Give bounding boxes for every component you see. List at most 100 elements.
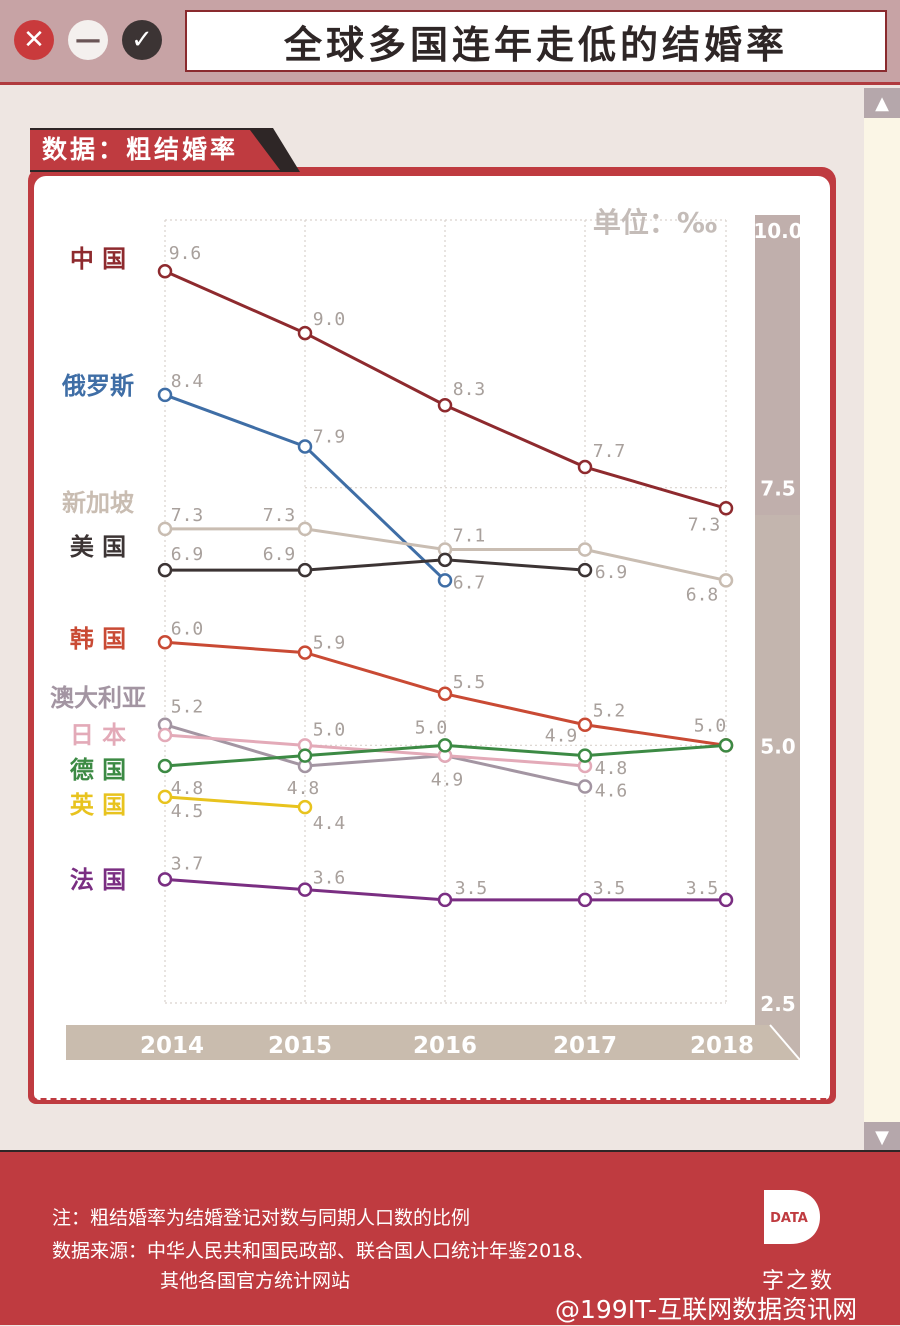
data-point <box>157 872 173 887</box>
data-label: 4.8 <box>595 758 628 779</box>
data-point <box>577 542 593 557</box>
data-point <box>297 562 313 578</box>
watermark: @199IT-互联网数据资讯网 <box>555 1295 858 1324</box>
data-point <box>577 562 593 578</box>
data-label: 3.6 <box>313 868 346 889</box>
x-tick-label: 2014 <box>140 1033 204 1059</box>
data-point <box>437 397 453 413</box>
data-label: 5.2 <box>593 701 626 722</box>
data-label: 4.9 <box>431 770 464 791</box>
data-point <box>718 738 734 753</box>
series-name-label: 法 国 <box>70 866 126 894</box>
data-label: 7.9 <box>313 426 346 447</box>
data-logo-icon: DATA <box>764 1190 820 1244</box>
check-icon[interactable]: ✓ <box>122 20 162 60</box>
x-axis-band <box>66 1025 800 1060</box>
footnote: 注：粗结婚率为结婚登记对数与同期人口数的比例 <box>52 1207 471 1229</box>
series-name-label: 新加坡 <box>62 489 134 517</box>
data-point <box>718 892 734 908</box>
data-label: 7.7 <box>593 441 626 462</box>
series-name-label: 澳大利亚 <box>50 684 146 712</box>
data-label: 5.0 <box>415 717 448 738</box>
data-point <box>718 573 734 588</box>
series-name-label: 日 本 <box>70 721 126 749</box>
logo-mark: DATA <box>770 1211 808 1226</box>
data-point <box>577 748 593 763</box>
data-label: 6.9 <box>171 544 204 565</box>
data-label: 7.3 <box>171 505 204 526</box>
data-label: 4.8 <box>287 778 320 799</box>
data-label: 6.7 <box>453 572 486 593</box>
series-line <box>164 795 306 809</box>
data-label: 5.0 <box>694 715 727 736</box>
line-chart: 10.0 7.5 5.0 2.5 2014 2015 2016 2017 2018 单位：‰ 9.6… <box>50 206 802 1061</box>
data-point <box>577 892 593 908</box>
data-label: 8.3 <box>453 379 486 400</box>
data-label: 6.8 <box>686 584 719 605</box>
data-point <box>157 521 173 537</box>
y-axis-band-shade <box>755 215 800 515</box>
data-label: 9.6 <box>169 243 202 264</box>
data-label: 6.9 <box>263 544 296 565</box>
series-line <box>165 558 586 572</box>
data-label: 4.5 <box>171 801 204 822</box>
series-line <box>164 723 586 789</box>
data-label: 6.0 <box>171 618 204 639</box>
scroll-down-icon[interactable]: ▼ <box>864 1122 900 1152</box>
axis-corner-line <box>769 1024 801 1061</box>
data-point <box>577 459 593 475</box>
data-point <box>157 727 173 743</box>
data-point <box>297 325 313 341</box>
x-tick-label: 2016 <box>413 1033 477 1059</box>
data-label: 7.3 <box>263 505 296 526</box>
data-point <box>297 882 313 897</box>
data-label: 3.7 <box>171 853 204 874</box>
series-name-label: 俄罗斯 <box>61 372 134 400</box>
data-point <box>157 387 173 403</box>
close-icon[interactable]: ✕ <box>14 20 54 60</box>
y-tick-label: 10.0 <box>753 219 802 243</box>
data-label: 8.4 <box>171 371 204 392</box>
data-point <box>297 748 313 763</box>
data-label: 7.3 <box>688 514 721 535</box>
data-point <box>437 892 453 908</box>
data-label: 5.2 <box>171 697 204 718</box>
page-title: 全球多国连年走低的结婚率 <box>185 10 887 72</box>
scroll-up-icon[interactable]: ▲ <box>864 88 900 118</box>
data-label: 4.4 <box>313 813 346 834</box>
x-tick-label: 2018 <box>690 1033 754 1059</box>
series-name-label: 韩 国 <box>70 625 126 653</box>
data-point <box>157 789 173 805</box>
logo-text: 字之数 <box>762 1269 835 1294</box>
data-point <box>437 552 453 568</box>
data-point <box>157 263 173 279</box>
data-point <box>577 779 593 794</box>
y-tick-label: 7.5 <box>760 477 795 501</box>
scrollbar[interactable] <box>864 88 900 1158</box>
x-tick-label: 2015 <box>268 1033 332 1059</box>
x-tick-label: 2017 <box>553 1033 617 1059</box>
data-label: 6.9 <box>595 562 628 583</box>
series-name-label: 德 国 <box>70 756 126 784</box>
data-label: 9.0 <box>313 309 346 330</box>
data-label: 7.1 <box>453 526 486 547</box>
data-point <box>437 738 453 753</box>
data-point <box>157 758 173 774</box>
data-label: 3.5 <box>686 878 719 899</box>
series-name-label: 中 国 <box>70 245 126 273</box>
y-tick-label: 5.0 <box>760 734 795 758</box>
data-point <box>297 439 313 454</box>
data-label: 5.5 <box>453 672 486 693</box>
data-label: 4.8 <box>171 778 204 799</box>
data-point <box>437 686 453 702</box>
data-label: 5.9 <box>313 633 346 654</box>
series-name-label: 英 国 <box>70 791 126 819</box>
unit-label: 单位：‰ <box>593 206 717 239</box>
data-label: 5.0 <box>313 719 346 740</box>
data-point <box>157 635 173 650</box>
source-line-2: 其他各国官方统计网站 <box>160 1270 351 1292</box>
series-name-label: 美 国 <box>70 533 126 561</box>
data-point <box>718 501 734 516</box>
minimize-icon[interactable]: — <box>68 20 108 60</box>
data-point <box>297 645 313 660</box>
